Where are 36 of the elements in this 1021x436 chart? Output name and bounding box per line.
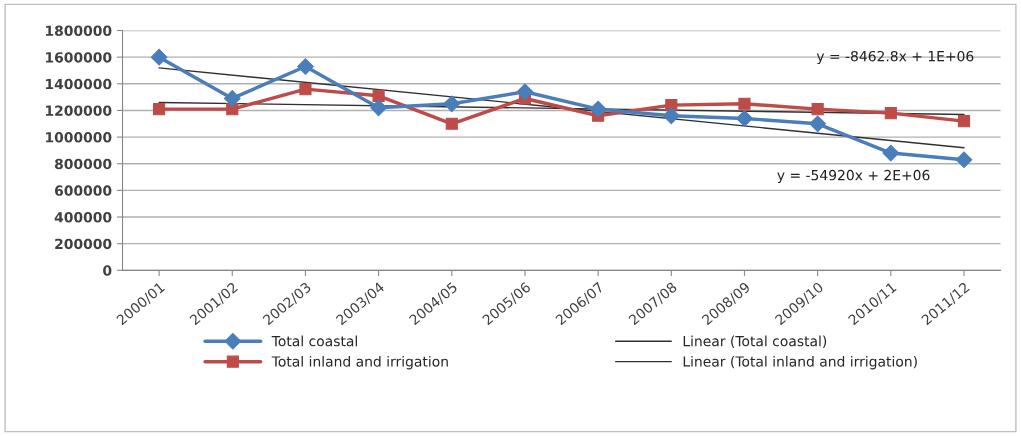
- point: [223, 90, 241, 107]
- legend-label: Linear (Total inland and irrigation): [683, 355, 917, 370]
- annotation: y = -54920x + 2E+06: [777, 169, 930, 184]
- y-tick-label: 600000: [54, 185, 112, 196]
- point: [882, 144, 900, 162]
- point: [738, 97, 751, 110]
- point: [445, 117, 458, 130]
- point: [516, 83, 534, 101]
- point: [811, 103, 824, 116]
- y-tick-label: 1000000: [46, 132, 112, 143]
- point: [370, 99, 387, 117]
- point: [443, 95, 461, 113]
- point: [809, 115, 827, 133]
- legend-label: Total coastal: [271, 335, 357, 347]
- point: [955, 151, 973, 169]
- y-tick-label: 1600000: [46, 52, 112, 63]
- y-tick-label: 800000: [54, 158, 112, 170]
- y-tick-label: 200000: [55, 238, 112, 250]
- point: [153, 103, 166, 116]
- point: [297, 58, 314, 75]
- annotation: y = -8462.8x + 1E+06: [816, 50, 974, 65]
- y-tick-label: 400000: [54, 212, 112, 223]
- y-tick-label: 0: [103, 265, 112, 276]
- legend-label: Total inland and irrigation: [271, 355, 448, 370]
- y-tick-label: 1800000: [46, 25, 112, 36]
- point: [957, 115, 971, 128]
- point: [150, 48, 168, 66]
- point: [662, 107, 680, 125]
- y-tick-label: 1400000: [46, 78, 112, 90]
- legend-label: Linear (Total coastal): [683, 335, 827, 348]
- point: [299, 83, 312, 96]
- y-tick-label: 1200000: [46, 105, 112, 116]
- point: [736, 110, 753, 127]
- point: [372, 89, 385, 102]
- point: [589, 100, 607, 118]
- point: [884, 107, 897, 120]
